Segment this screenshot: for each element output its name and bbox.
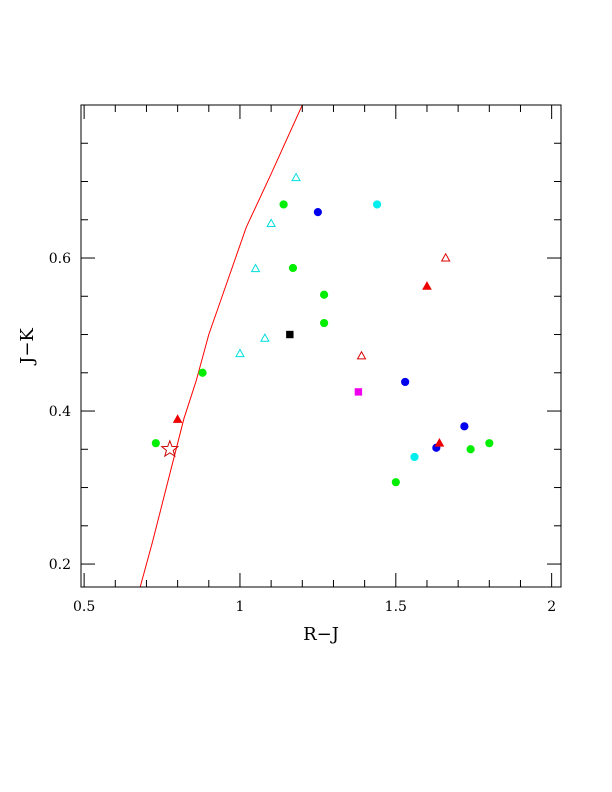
points-layer [151, 172, 494, 487]
y-tick-label: 0.4 [49, 404, 71, 420]
data-point-triangle [434, 437, 445, 447]
data-point-triangle [440, 252, 451, 262]
data-point-triangle [356, 350, 367, 360]
tick-labels-layer: 0.5 1 1.5 2 0.2 0.4 0.6 [49, 251, 556, 615]
data-point-square [286, 330, 294, 339]
data-point-circle [198, 368, 207, 377]
data-point-circle [320, 290, 329, 299]
data-point-circle [485, 439, 494, 448]
x-tick-label: 1 [236, 599, 245, 615]
data-point-circle [373, 200, 382, 209]
data-point-triangle [235, 348, 245, 358]
model-curve [139, 105, 303, 587]
data-point-circle [313, 208, 322, 217]
x-tick-label: 0.5 [73, 599, 95, 615]
data-point-circle [151, 439, 160, 448]
data-point-circle [391, 478, 400, 487]
data-point-triangle [266, 218, 276, 228]
data-point-circle [279, 200, 288, 209]
data-point-triangle [291, 172, 301, 182]
data-point-circle [460, 422, 469, 431]
data-point-circle [410, 452, 419, 462]
data-point-triangle [422, 281, 432, 290]
x-axis-label: R−J [303, 624, 339, 645]
data-point-circle [466, 445, 475, 454]
data-point-triangle [260, 333, 270, 342]
data-point-circle [320, 318, 329, 328]
x-tick-label: 2 [547, 599, 556, 615]
plot-frame [80, 104, 562, 588]
data-point-triangle [172, 414, 183, 423]
y-axis-label: J−K [17, 328, 38, 366]
data-point-circle [401, 377, 410, 387]
x-tick-label: 1.5 [385, 599, 407, 615]
data-point-circle [288, 263, 298, 273]
data-point-triangle [250, 263, 261, 273]
data-point-square [354, 388, 363, 396]
y-tick-label: 0.6 [49, 251, 71, 267]
data-point-star [160, 439, 180, 458]
y-tick-label: 0.2 [49, 557, 71, 573]
curve-layer [139, 105, 303, 587]
ticks-layer [81, 104, 561, 587]
